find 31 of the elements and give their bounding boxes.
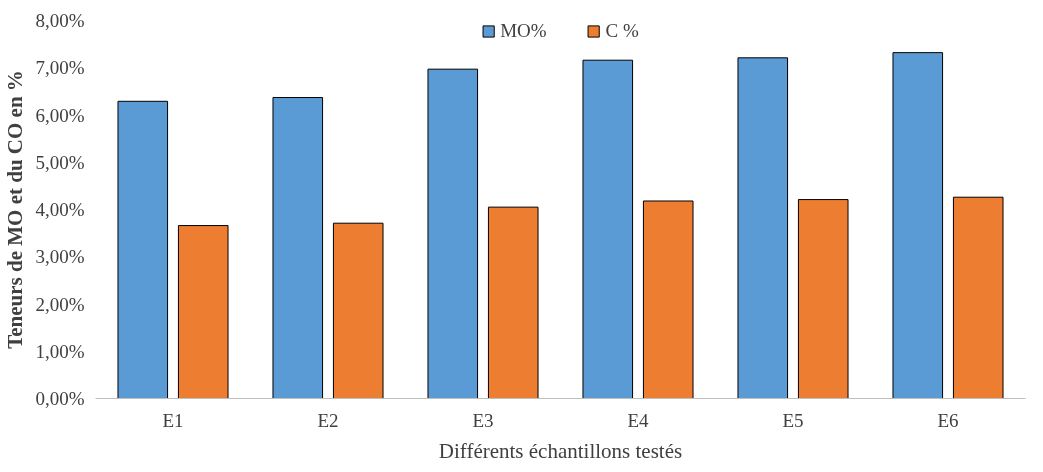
bar bbox=[177, 225, 229, 399]
x-tick-label: E4 bbox=[627, 409, 650, 431]
bar bbox=[332, 222, 384, 399]
x-tick-label: E6 bbox=[937, 409, 959, 431]
bar bbox=[272, 97, 324, 399]
y-tick-label: 5,00% bbox=[35, 151, 85, 173]
legend-label: MO% bbox=[500, 20, 547, 42]
x-tick-label: E2 bbox=[317, 409, 339, 431]
bar bbox=[427, 68, 479, 399]
x-axis-title: Différents échantillons testés bbox=[438, 438, 683, 463]
y-tick-label: 3,00% bbox=[35, 246, 85, 268]
y-tick-label: 8,00% bbox=[35, 10, 85, 31]
x-tick-label: E3 bbox=[472, 409, 494, 431]
bar bbox=[737, 57, 789, 399]
y-tick-label: 0,00% bbox=[35, 388, 85, 409]
bar bbox=[797, 199, 849, 399]
bar bbox=[642, 200, 694, 399]
legend-label: C % bbox=[605, 20, 639, 42]
bar bbox=[892, 52, 944, 399]
y-tick-label: 2,00% bbox=[35, 293, 85, 315]
y-tick-label: 1,00% bbox=[35, 340, 85, 362]
bar bbox=[952, 196, 1004, 399]
x-tick-label: E1 bbox=[162, 409, 184, 431]
y-tick-label: 4,00% bbox=[35, 199, 85, 220]
bar bbox=[117, 100, 169, 399]
y-tick-label: 6,00% bbox=[35, 104, 85, 126]
x-tick-label: E5 bbox=[782, 409, 804, 431]
bar bbox=[582, 59, 634, 399]
y-axis-title: Teneurs de MO et du CO en % bbox=[3, 70, 28, 349]
bar bbox=[487, 206, 539, 399]
y-tick-label: 7,00% bbox=[35, 57, 85, 79]
